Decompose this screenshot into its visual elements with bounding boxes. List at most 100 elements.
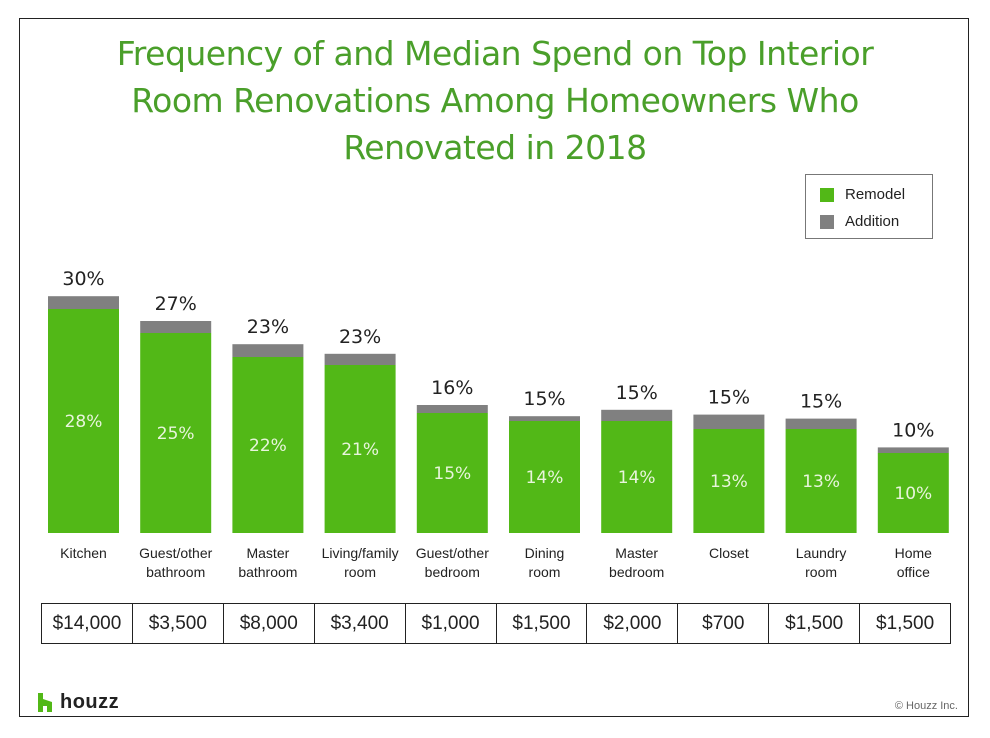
category-label-line: Home bbox=[894, 545, 932, 561]
bar-remodel bbox=[324, 365, 396, 533]
median-spend-cell: $2,000 bbox=[587, 604, 679, 643]
bar-remodel-label: 10% bbox=[894, 484, 932, 504]
bar-remodel-label: 13% bbox=[802, 472, 840, 492]
median-spend-cell: $14,000 bbox=[42, 604, 133, 643]
bar-total-label: 10% bbox=[892, 419, 934, 441]
category-label-line: Guest/other bbox=[415, 545, 489, 561]
category-label-line: Laundry bbox=[795, 545, 847, 561]
title-line-1: Frequency of and Median Spend on Top Int… bbox=[116, 34, 874, 73]
bar-remodel bbox=[232, 357, 304, 533]
bar-addition bbox=[601, 409, 673, 421]
category-label-line: Kitchen bbox=[60, 545, 107, 561]
bar-addition bbox=[140, 321, 212, 333]
title-line-3: Renovated in 2018 bbox=[343, 128, 647, 167]
houzz-logo: houzz bbox=[38, 692, 119, 712]
legend: Remodel Addition bbox=[805, 174, 933, 239]
bar-total-label: 23% bbox=[339, 326, 381, 348]
category-label-line: bedroom bbox=[609, 564, 665, 580]
bar-total-label: 16% bbox=[431, 377, 473, 399]
bar-addition bbox=[232, 344, 304, 357]
category-label-line: room bbox=[344, 564, 377, 580]
bar-remodel bbox=[416, 413, 488, 533]
bar-remodel bbox=[601, 421, 673, 533]
bar-remodel-label: 13% bbox=[710, 472, 748, 492]
bar-group: 25% 27% bbox=[140, 293, 212, 533]
chart-frame bbox=[19, 18, 969, 717]
bar-group: 15% 16% bbox=[416, 377, 488, 533]
bar-total-label: 15% bbox=[616, 382, 658, 404]
bar-addition bbox=[693, 414, 765, 429]
category-label-line: bedroom bbox=[424, 564, 480, 580]
median-spend-cell: $1,500 bbox=[876, 612, 935, 634]
category-label-line: Guest/other bbox=[139, 545, 213, 561]
legend-item-remodel: Remodel bbox=[820, 186, 905, 203]
legend-swatch-remodel bbox=[820, 187, 834, 202]
median-spend-cell: $700 bbox=[678, 604, 770, 643]
chart-title: Frequency of and Median Spend on Top Int… bbox=[30, 30, 960, 171]
bar-remodel bbox=[693, 429, 765, 533]
bar-total-label: 23% bbox=[247, 316, 289, 338]
bar-total-label: 15% bbox=[708, 387, 750, 409]
bar-remodel bbox=[48, 309, 119, 533]
bar-remodel-label: 14% bbox=[526, 468, 564, 488]
median-spend-table: $14,000 $3,500 $8,000 $3,400 $1,000 $1,500 $2,… bbox=[41, 603, 951, 644]
bar-group: 10% 10% bbox=[877, 419, 949, 533]
bar-addition bbox=[324, 353, 396, 365]
bar-remodel-label: 22% bbox=[249, 436, 287, 456]
legend-label-addition: Addition bbox=[845, 213, 900, 230]
bar-addition bbox=[416, 405, 488, 413]
median-spend-cell: $1,500 bbox=[769, 604, 861, 643]
bar-remodel bbox=[785, 429, 857, 533]
legend-item-addition: Addition bbox=[820, 213, 899, 230]
category-label-line: office bbox=[896, 564, 930, 580]
bar-remodel bbox=[509, 421, 580, 533]
bar-total-label: 27% bbox=[155, 293, 197, 315]
bar-total-label: 15% bbox=[800, 391, 842, 413]
category-label: Kitchen bbox=[34, 544, 134, 563]
median-spend-cell: $3,500 bbox=[133, 604, 224, 643]
bar-remodel-label: 15% bbox=[433, 464, 471, 484]
category-label: Guest/other bathroom bbox=[126, 544, 226, 582]
bar-remodel-label: 21% bbox=[341, 440, 379, 460]
copyright-text: © Houzz Inc. bbox=[894, 700, 958, 712]
category-label-line: bathroom bbox=[238, 564, 298, 580]
median-spend-cell: $8,000 bbox=[224, 604, 315, 643]
category-label-line: Living/family bbox=[321, 545, 399, 561]
category-label-line: Master bbox=[615, 545, 659, 561]
bar-group: 14% 15% bbox=[601, 382, 673, 533]
bar-group: 14% 15% bbox=[509, 388, 580, 533]
legend-swatch-addition bbox=[820, 214, 834, 229]
category-label-line: room bbox=[805, 564, 838, 580]
title-line-2: Room Renovations Among Homeowners Who bbox=[131, 81, 859, 120]
category-label-line: Master bbox=[246, 545, 290, 561]
category-label-line: Dining bbox=[524, 545, 565, 561]
median-spend-cell: $1,000 bbox=[406, 604, 497, 643]
bar-group: 28% 30% bbox=[48, 268, 119, 533]
bar-total-label: 30% bbox=[62, 268, 104, 290]
legend-label-remodel: Remodel bbox=[845, 186, 906, 203]
category-label: Master bedroom bbox=[587, 544, 687, 582]
category-label: Guest/other bedroom bbox=[402, 544, 502, 582]
bar-group: 13% 15% bbox=[693, 387, 765, 533]
category-label: Home office bbox=[863, 544, 963, 582]
houzz-logo-icon bbox=[38, 693, 52, 712]
bar-group: 22% 23% bbox=[232, 316, 304, 533]
bar-group: 21% 23% bbox=[324, 326, 396, 533]
category-label: Living/family room bbox=[310, 544, 410, 582]
brand-name: houzz bbox=[60, 691, 120, 713]
bar-remodel bbox=[140, 333, 212, 533]
bar-remodel-label: 28% bbox=[65, 412, 103, 432]
bar-remodel-label: 14% bbox=[618, 468, 656, 488]
bar-group: 13% 15% bbox=[785, 391, 857, 533]
category-label: Closet bbox=[679, 544, 779, 563]
category-label: Master bathroom bbox=[218, 544, 318, 582]
bar-addition bbox=[48, 296, 119, 309]
bar-remodel bbox=[877, 453, 949, 533]
median-spend-cell: $1,500 bbox=[497, 604, 588, 643]
bar-addition bbox=[877, 447, 949, 453]
category-label-line: room bbox=[528, 564, 561, 580]
category-label: Laundry room bbox=[771, 544, 871, 582]
category-label-line: Closet bbox=[709, 545, 749, 561]
bar-total-label: 15% bbox=[523, 388, 565, 410]
